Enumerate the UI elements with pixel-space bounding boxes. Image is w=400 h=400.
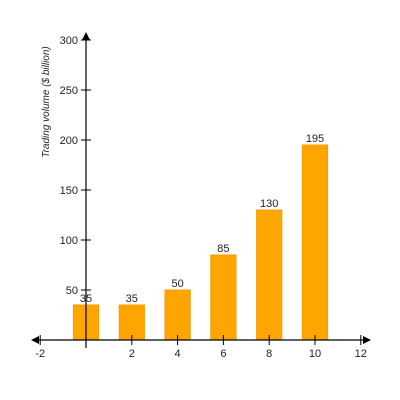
y-tick-label-300: 300: [60, 35, 78, 47]
x-tick-label-4: 4: [175, 348, 181, 360]
x-tick-label--2: -2: [35, 348, 45, 360]
bars-group: [72, 144, 329, 341]
y-tick-label-100: 100: [60, 235, 78, 247]
x-tick-label-10: 10: [309, 348, 321, 360]
data-label-4: 50: [171, 278, 183, 290]
y-tick-label-200: 200: [60, 135, 78, 147]
bar-10: [301, 144, 329, 341]
y-tick-label-150: 150: [60, 185, 78, 197]
data-label-6: 85: [217, 243, 229, 255]
y-tick-label-250: 250: [60, 85, 78, 97]
bar-8: [256, 209, 283, 341]
y-axis-top-arrow: [82, 32, 90, 40]
data-label-0: 35: [80, 293, 92, 305]
bar-2: [118, 304, 145, 341]
bar-6: [210, 254, 237, 341]
x-axis-right-arrow: [363, 336, 371, 344]
bar-4: [164, 289, 191, 341]
x-axis-left-arrow: [31, 336, 39, 344]
x-tick-label-2: 2: [129, 348, 135, 360]
y-tick-label-50: 50: [66, 285, 78, 297]
x-tick-label-6: 6: [220, 348, 226, 360]
data-label-2: 35: [126, 293, 138, 305]
y-axis-title: Trading volume ($ billion): [41, 46, 52, 158]
axes-group: [31, 32, 371, 348]
data-label-8: 130: [260, 198, 278, 210]
data-label-10: 195: [306, 133, 324, 145]
x-tick-label-12: 12: [355, 348, 367, 360]
x-tick-label-8: 8: [266, 348, 272, 360]
